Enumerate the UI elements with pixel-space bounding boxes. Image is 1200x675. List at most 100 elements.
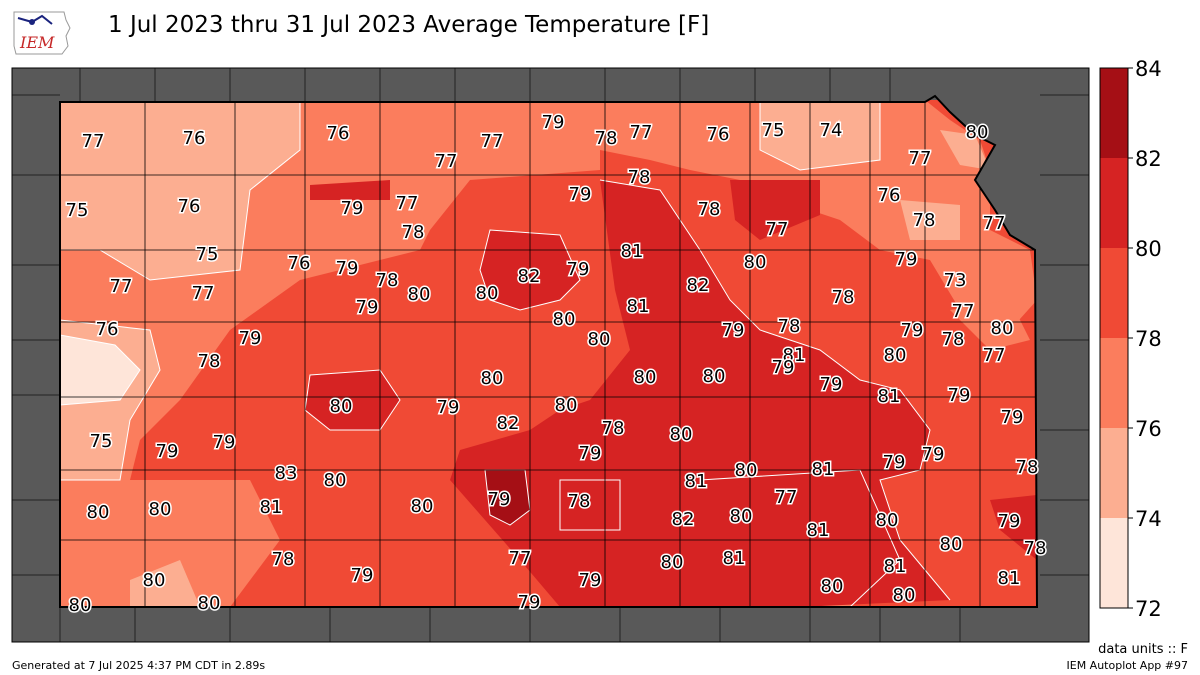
station-value-label: 80 [821, 576, 844, 597]
station-value-label: 79 [437, 397, 460, 418]
station-value-label: 77 [766, 219, 789, 240]
station-value-label: 77 [775, 487, 798, 508]
station-value-label: 80 [588, 329, 611, 350]
station-value-label: 79 [998, 511, 1021, 532]
data-units: data units :: F [1098, 642, 1188, 657]
colorbar-tick: 84 [1135, 57, 1162, 81]
station-value-label: 80 [411, 496, 434, 517]
station-value-label: 82 [672, 509, 695, 530]
station-value-label: 78 [1024, 538, 1047, 559]
station-value-label: 80 [555, 395, 578, 416]
station-value-label: 76 [288, 253, 311, 274]
station-value-label: 80 [876, 510, 899, 531]
station-value-label: 76 [178, 196, 201, 217]
station-value-label: 80 [884, 345, 907, 366]
station-value-label: 80 [634, 367, 657, 388]
station-value-label: 82 [687, 275, 710, 296]
colorbar-segment [1100, 338, 1128, 428]
station-value-label: 81 [621, 241, 644, 262]
station-value-label: 76 [183, 128, 206, 149]
station-value-label: 78 [198, 351, 221, 372]
station-value-label: 78 [602, 418, 625, 439]
station-value-label: 75 [90, 431, 113, 452]
station-value-label: 80 [744, 252, 767, 273]
station-value-label: 76 [707, 124, 730, 145]
weather-symbol-icon [17, 14, 53, 25]
station-value-label: 78 [832, 287, 855, 308]
station-value-label: 80 [670, 424, 693, 445]
station-value-label: 81 [783, 345, 806, 366]
station-value-label: 79 [156, 441, 179, 462]
station-value-label: 79 [356, 297, 379, 318]
station-value-label: 77 [396, 193, 419, 214]
station-value-label: 77 [110, 276, 133, 297]
station-value-label: 80 [730, 506, 753, 527]
station-value-label: 81 [807, 520, 830, 541]
station-value-label: 79 [579, 570, 602, 591]
station-value-label: 80 [330, 396, 353, 417]
station-value-label: 78 [628, 167, 651, 188]
map-title: 1 Jul 2023 thru 31 Jul 2023 Average Temp… [108, 12, 710, 38]
station-value-label: 79 [901, 320, 924, 341]
station-value-label: 81 [627, 296, 650, 317]
station-value-label: 75 [66, 200, 89, 221]
station-value-label: 79 [722, 320, 745, 341]
station-value-label: 83 [275, 463, 298, 484]
station-value-label: 77 [952, 301, 975, 322]
station-value-label: 80 [476, 283, 499, 304]
station-value-label: 80 [940, 534, 963, 555]
colorbar-segment [1100, 158, 1128, 248]
kansas-outline [59, 94, 1039, 608]
station-value-label: 78 [595, 128, 618, 149]
station-value-label: 78 [402, 222, 425, 243]
station-value-label: 77 [630, 122, 653, 143]
station-value-label: 77 [509, 548, 532, 569]
station-value-label: 78 [1016, 457, 1039, 478]
station-value-label: 80 [149, 499, 172, 520]
station-value-label: 77 [82, 131, 105, 152]
station-value-label: 80 [966, 122, 989, 143]
colorbar-tick: 76 [1135, 417, 1162, 441]
colorbar-tick: 74 [1135, 507, 1162, 531]
app-id: IEM Autoplot App #97 [1066, 659, 1189, 672]
colorbar: 72 74 76 78 80 82 84 [1099, 57, 1162, 621]
station-value-label: 80 [69, 595, 92, 616]
station-value-label: 79 [1001, 407, 1024, 428]
station-value-label: 79 [820, 374, 843, 395]
station-value-label: 78 [778, 316, 801, 337]
station-value-label: 79 [579, 443, 602, 464]
station-value-label: 79 [213, 432, 236, 453]
station-value-label: 80 [991, 318, 1014, 339]
station-value-label: 77 [481, 131, 504, 152]
station-value-label: 78 [272, 549, 295, 570]
station-value-label: 75 [762, 120, 785, 141]
colorbar-segment [1100, 428, 1128, 518]
colorbar-tick: 80 [1135, 237, 1162, 261]
generated-timestamp: Generated at 7 Jul 2025 4:37 PM CDT in 2… [12, 659, 266, 672]
station-value-label: 81 [884, 556, 907, 577]
county-lines [60, 100, 1037, 607]
station-value-label: 79 [336, 258, 359, 279]
station-value-label: 82 [497, 413, 520, 434]
station-value-label: 80 [703, 366, 726, 387]
station-value-label: 78 [376, 270, 399, 291]
station-value-label: 77 [983, 345, 1006, 366]
station-value-label: 81 [812, 459, 835, 480]
station-value-label: 76 [878, 185, 901, 206]
colorbar-segment [1100, 248, 1128, 338]
map-frame [11, 67, 1090, 643]
iem-logo: IEM [13, 11, 71, 55]
station-value-label: 79 [895, 249, 918, 270]
logo-text: IEM [19, 33, 55, 52]
station-value-label: 77 [909, 148, 932, 169]
station-value-label: 79 [567, 259, 590, 280]
station-value-label: 75 [196, 244, 219, 265]
station-value-label: 80 [143, 570, 166, 591]
colorbar-tick: 72 [1135, 597, 1162, 621]
station-value-label: 81 [723, 548, 746, 569]
station-value-label: 81 [878, 386, 901, 407]
station-value-label: 80 [893, 585, 916, 606]
station-value-label: 81 [260, 497, 283, 518]
station-value-label: 79 [488, 489, 511, 510]
